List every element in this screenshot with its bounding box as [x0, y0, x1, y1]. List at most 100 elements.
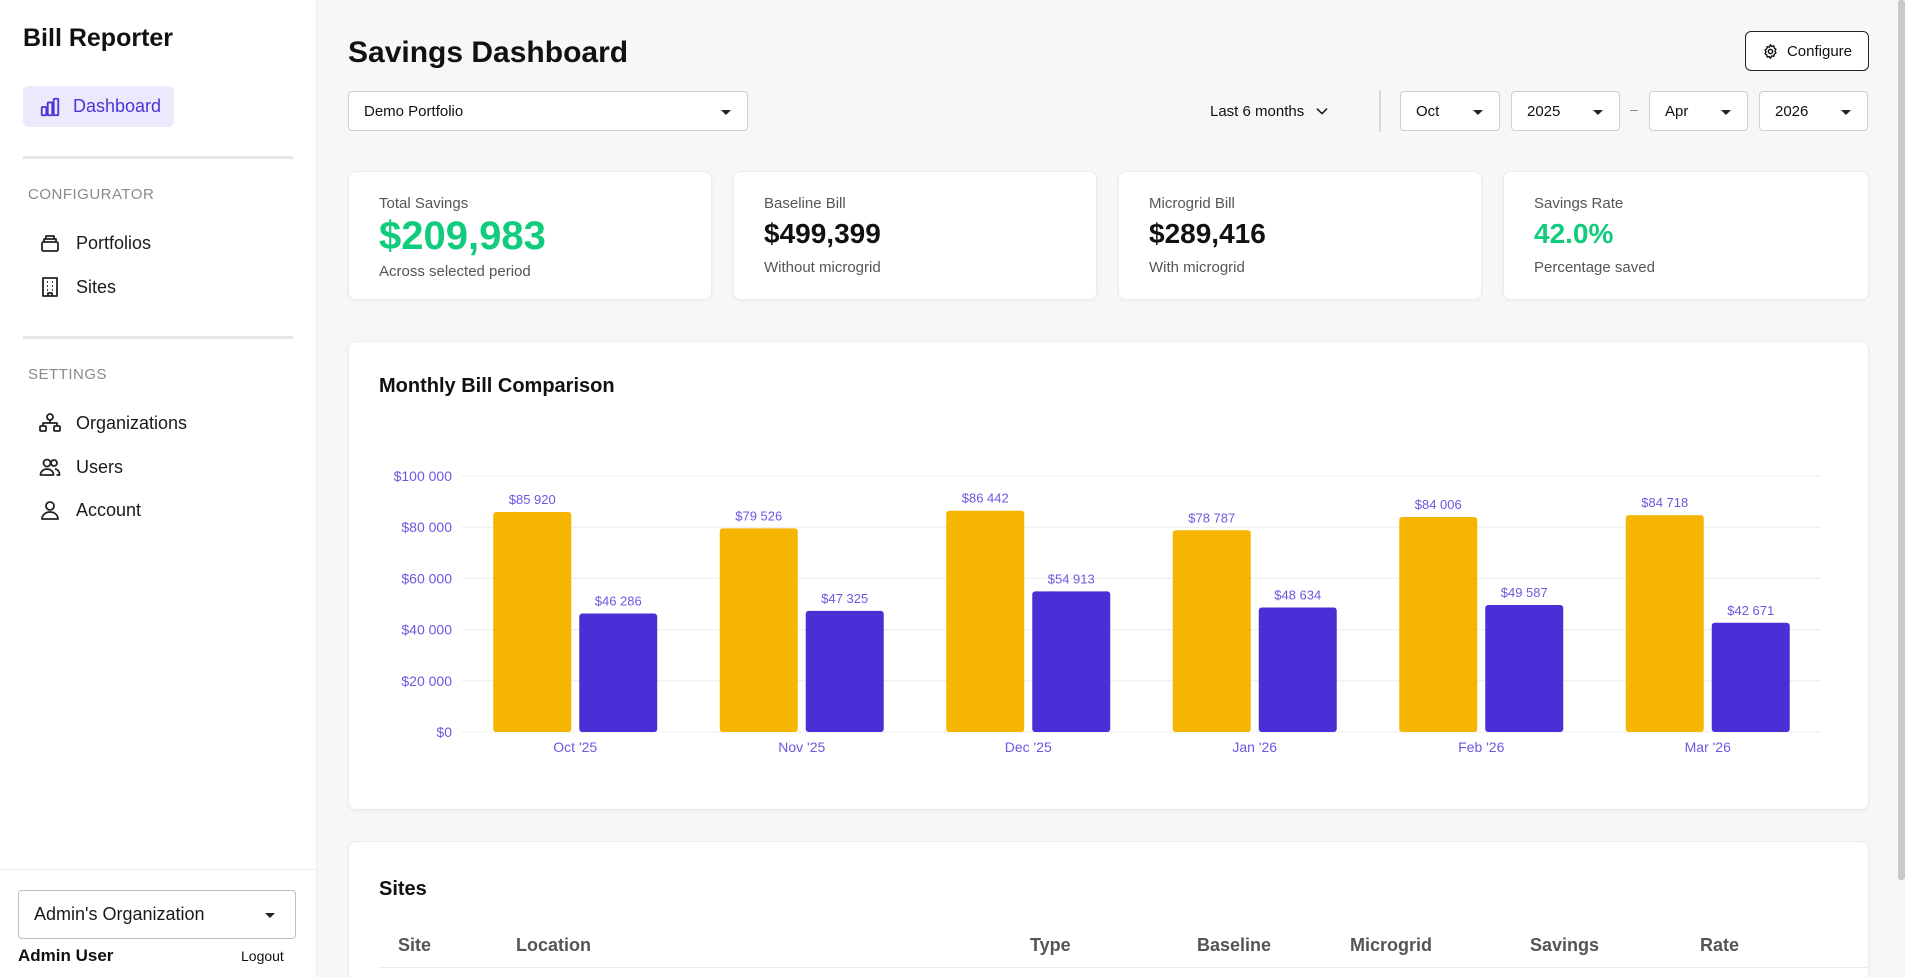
stat-label: Savings Rate	[1534, 195, 1624, 212]
bar-chart-icon	[40, 97, 60, 116]
sidebar-item-label: Sites	[76, 276, 117, 297]
bar-microgrid	[1258, 607, 1337, 732]
bar-baseline	[719, 528, 798, 732]
x-tick-label: Oct '25	[553, 739, 597, 755]
stat-label: Total Savings	[379, 195, 469, 212]
stack-icon	[41, 235, 59, 252]
sites-table-card: Sites Site Location Type Baseline Microg…	[348, 841, 1869, 977]
sidebar-item-label: Dashboard	[73, 96, 162, 116]
bar-microgrid	[1711, 622, 1790, 732]
data-label: $46 286	[595, 594, 642, 609]
x-tick-label: Nov '25	[778, 739, 825, 755]
stat-card-total-savings: Total Savings $209,983 Across selected p…	[348, 171, 712, 300]
date-range-preset-dropdown[interactable]: Last 6 months	[1210, 91, 1330, 131]
bar-microgrid	[1032, 591, 1111, 732]
sidebar-item-account[interactable]: Account	[38, 496, 141, 524]
bar-microgrid	[1485, 605, 1564, 732]
users-icon	[39, 458, 61, 476]
bar-baseline	[493, 512, 572, 732]
page-scrollbar[interactable]	[1898, 0, 1905, 880]
stat-value: $289,416	[1149, 218, 1266, 249]
sidebar-item-dashboard[interactable]: Dashboard	[23, 86, 174, 127]
sidebar-item-sites[interactable]: Sites	[38, 273, 116, 301]
portfolio-select-value: Demo Portfolio	[364, 102, 464, 120]
bar-microgrid	[579, 613, 658, 732]
section-heading-configurator: CONFIGURATOR	[28, 186, 155, 203]
bar-baseline	[1625, 515, 1704, 732]
column-header-microgrid[interactable]: Microgrid	[1350, 935, 1433, 955]
caret-down-icon	[265, 913, 275, 918]
x-tick-label: Feb '26	[1458, 739, 1504, 755]
configure-button[interactable]: Configure	[1745, 31, 1869, 71]
stat-card-baseline-bill: Baseline Bill $499,399 Without microgrid	[733, 171, 1097, 300]
sidebar-item-organizations[interactable]: Organizations	[38, 409, 187, 437]
organization-select[interactable]: Admin's Organization	[18, 890, 296, 939]
date-range-preset-label: Last 6 months	[1210, 102, 1305, 120]
sites-title: Sites	[379, 878, 427, 900]
to-month-select[interactable]: Apr	[1649, 91, 1748, 131]
caret-down-icon	[1841, 110, 1851, 115]
data-label: $54 913	[1048, 571, 1095, 586]
data-label: $79 526	[735, 508, 782, 523]
user-icon	[41, 501, 59, 520]
bar-baseline	[1399, 516, 1478, 732]
organization-select-value: Admin's Organization	[34, 904, 205, 924]
data-label: $78 787	[1188, 510, 1235, 525]
page-title: Savings Dashboard	[348, 36, 629, 69]
data-label: $85 920	[509, 492, 556, 507]
y-tick-label: $60 000	[401, 570, 452, 586]
y-tick-label: $40 000	[401, 622, 452, 638]
caret-down-icon	[721, 110, 731, 115]
stat-subtext: Without microgrid	[764, 259, 881, 276]
bar-microgrid	[805, 610, 884, 732]
caret-down-icon	[1593, 110, 1603, 115]
chevron-down-icon	[1316, 108, 1328, 115]
stat-value: 42.0%	[1534, 218, 1614, 249]
sidebar-item-portfolios[interactable]: Portfolios	[38, 229, 151, 257]
column-header-baseline[interactable]: Baseline	[1197, 935, 1272, 955]
sidebar-item-label: Portfolios	[76, 232, 152, 253]
stat-value: $499,399	[764, 218, 881, 249]
sidebar-divider	[23, 156, 293, 159]
range-separator: –	[1630, 101, 1638, 117]
configure-label: Configure	[1786, 42, 1853, 60]
portfolio-select[interactable]: Demo Portfolio	[348, 91, 748, 131]
table-header-divider	[379, 967, 1869, 968]
from-year-value: 2025	[1527, 102, 1561, 120]
stat-label: Microgrid Bill	[1149, 195, 1235, 212]
gear-icon	[1764, 43, 1777, 59]
logout-button[interactable]: Logout	[241, 948, 284, 964]
sidebar-divider	[23, 336, 293, 339]
column-header-location[interactable]: Location	[516, 935, 591, 955]
y-tick-label: $80 000	[401, 519, 452, 535]
to-year-value: 2026	[1775, 102, 1809, 120]
x-tick-label: Jan '26	[1232, 739, 1277, 755]
sidebar-item-label: Account	[76, 499, 142, 520]
column-header-type[interactable]: Type	[1030, 935, 1071, 955]
x-tick-label: Mar '26	[1685, 739, 1731, 755]
from-year-select[interactable]: 2025	[1511, 91, 1620, 131]
org-icon	[39, 413, 61, 432]
app-brand: Bill Reporter	[23, 24, 174, 52]
building-icon	[42, 277, 58, 297]
to-year-select[interactable]: 2026	[1759, 91, 1868, 131]
data-label: $84 006	[1415, 497, 1462, 512]
sidebar-item-users[interactable]: Users	[38, 453, 123, 481]
column-header-rate[interactable]: Rate	[1700, 935, 1740, 955]
y-tick-label: $0	[436, 724, 452, 740]
monthly-bill-chart-card: Monthly Bill Comparison $0 $20 000 $40 000…	[348, 341, 1869, 810]
caret-down-icon	[1473, 110, 1483, 115]
sidebar: Bill Reporter Dashboard CONFIGURATOR Por…	[0, 0, 317, 977]
sidebar-footer	[0, 869, 317, 977]
y-tick-label: $20 000	[401, 673, 452, 689]
column-header-site[interactable]: Site	[398, 935, 432, 955]
y-tick-label: $100 000	[394, 468, 453, 484]
column-header-savings[interactable]: Savings	[1530, 935, 1600, 955]
x-tick-label: Dec '25	[1005, 739, 1052, 755]
from-month-select[interactable]: Oct	[1400, 91, 1500, 131]
to-month-value: Apr	[1665, 102, 1689, 120]
data-label: $49 587	[1501, 585, 1548, 600]
stat-label: Baseline Bill	[764, 195, 846, 212]
caret-down-icon	[1721, 110, 1731, 115]
stat-card-microgrid-bill: Microgrid Bill $289,416 With microgrid	[1118, 171, 1482, 300]
